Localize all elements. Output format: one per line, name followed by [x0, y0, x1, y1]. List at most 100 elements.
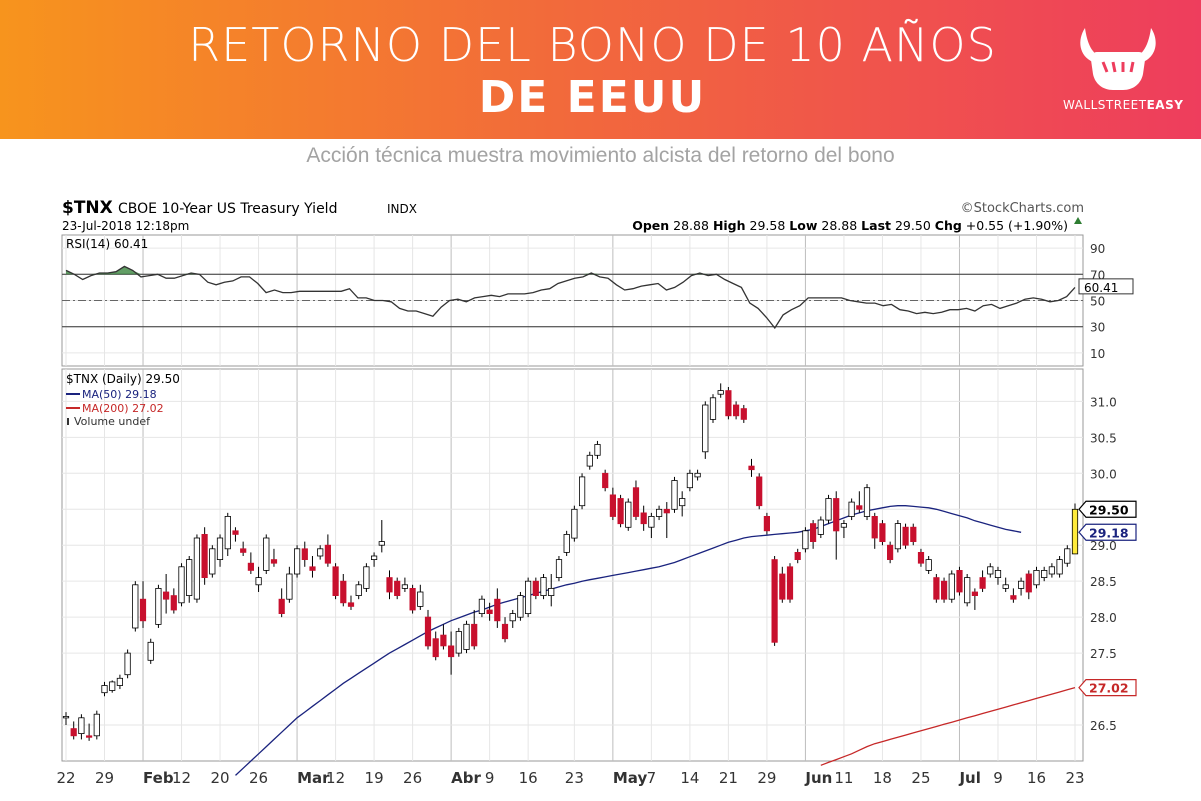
candle-body [355, 584, 362, 596]
x-tick-label: 22 [56, 769, 75, 787]
candle-body [240, 548, 247, 553]
candle-body [347, 602, 355, 607]
price-last-tag-value: 27.02 [1089, 681, 1129, 696]
candle-body [879, 523, 886, 542]
x-tick-label: Mar [297, 769, 330, 787]
candle-body [771, 559, 778, 643]
candle-body [301, 548, 308, 560]
brand-logo: WALLSTREETEASY [1063, 22, 1183, 122]
candle-body [386, 577, 393, 593]
candle-body [86, 735, 93, 738]
candle-body [563, 534, 570, 553]
candle-body [471, 623, 478, 647]
candle-body [948, 573, 955, 600]
price-last-tag [1078, 500, 1137, 518]
up-arrow-icon [1074, 217, 1082, 224]
price-last-tag [1078, 523, 1137, 541]
candle-body [902, 526, 909, 546]
candle-body [463, 623, 470, 650]
candle-body [78, 717, 85, 734]
candle-body [201, 534, 208, 579]
candle-body [594, 444, 601, 456]
candle-body [440, 634, 447, 647]
candle-body [216, 537, 224, 561]
price-panel [61, 368, 1084, 762]
candle-body [370, 555, 378, 560]
chart-security-name: CBOE 10-Year US Treasury Yield [118, 201, 337, 217]
x-tick-label: 18 [873, 769, 892, 787]
candle-body [340, 580, 347, 604]
candle-body [833, 498, 840, 532]
candle-body [494, 598, 501, 622]
header-banner: RETORNO DEL BONO DE 10 AÑOS DE EEUU WALL… [0, 0, 1201, 139]
candle-body [702, 404, 709, 453]
candle-body [540, 577, 547, 596]
candle-body [70, 728, 77, 737]
price-tick-label: 30.0 [1090, 467, 1117, 481]
chart-provider: ©StockCharts.com [961, 201, 1084, 216]
candle-body [1056, 559, 1063, 575]
candle-body [802, 530, 809, 550]
candle-body [894, 523, 902, 550]
ma200-line [820, 686, 1076, 766]
candle-body [1010, 595, 1017, 600]
candle-body [1071, 508, 1079, 555]
candle-body [155, 588, 162, 625]
price-last-tag-value: 29.18 [1089, 525, 1129, 540]
candle-body [625, 501, 632, 528]
candle-body [1041, 570, 1048, 579]
candle-body [363, 566, 370, 589]
legend: MA(50) 29.18 MA(200) 27.02 Volume undef [66, 388, 164, 428]
page-title-line2: DE EEUU [478, 72, 707, 123]
candle-body [332, 566, 339, 596]
candle-body [162, 591, 170, 600]
candle-body [309, 566, 316, 571]
legend-volume-swatch [67, 418, 69, 425]
candle-body [663, 508, 670, 514]
candle-body [740, 408, 747, 420]
candle-body [748, 465, 755, 471]
candle-body [417, 591, 424, 607]
candle-body [1002, 584, 1009, 589]
x-tick-label: 12 [172, 769, 191, 787]
candle-body [779, 573, 786, 600]
candle-body [293, 548, 301, 575]
candle-body [486, 609, 493, 614]
candle-body [109, 681, 116, 691]
candle-body [193, 537, 200, 600]
x-tick-label: 7 [647, 769, 657, 787]
gridlines [62, 235, 1083, 761]
candle-body [887, 544, 894, 561]
price-tick-label: 26.5 [1090, 719, 1117, 733]
candle-body [964, 577, 971, 604]
candle-body [270, 559, 278, 564]
x-tick-label: 25 [911, 769, 930, 787]
candle-body [394, 580, 401, 597]
rsi-tick-label: 10 [1090, 347, 1105, 361]
x-tick-label: 12 [326, 769, 345, 787]
candle-body [1018, 580, 1025, 589]
chart-symbol: $TNX [62, 198, 113, 218]
price-tick-label: 29.0 [1090, 539, 1117, 553]
x-tick-label: 26 [403, 769, 422, 787]
price-label: $TNX (Daily) 29.50 [66, 372, 180, 386]
candle-body [817, 519, 824, 535]
candle-body [186, 559, 193, 596]
price-tick-label: 31.0 [1090, 395, 1117, 409]
candle-body [232, 530, 239, 535]
candle-body [447, 645, 455, 658]
chart-quote: Open 28.88 High 29.58 Low 28.88 Last 29.… [632, 218, 1068, 233]
x-tick-label: 9 [993, 769, 1003, 787]
x-tick-label: May [613, 769, 648, 787]
candle-body [987, 566, 994, 575]
rsi-tick-label: 30 [1090, 321, 1105, 335]
candle-body [640, 512, 647, 525]
candle-body [686, 472, 694, 489]
candle-body [656, 508, 663, 517]
candle-body [810, 523, 817, 542]
x-tick-label: 29 [757, 769, 776, 787]
candle-body [525, 580, 532, 615]
x-tick-label: 16 [1027, 769, 1046, 787]
x-tick-label: 23 [1065, 769, 1084, 787]
candle-body [786, 566, 794, 600]
